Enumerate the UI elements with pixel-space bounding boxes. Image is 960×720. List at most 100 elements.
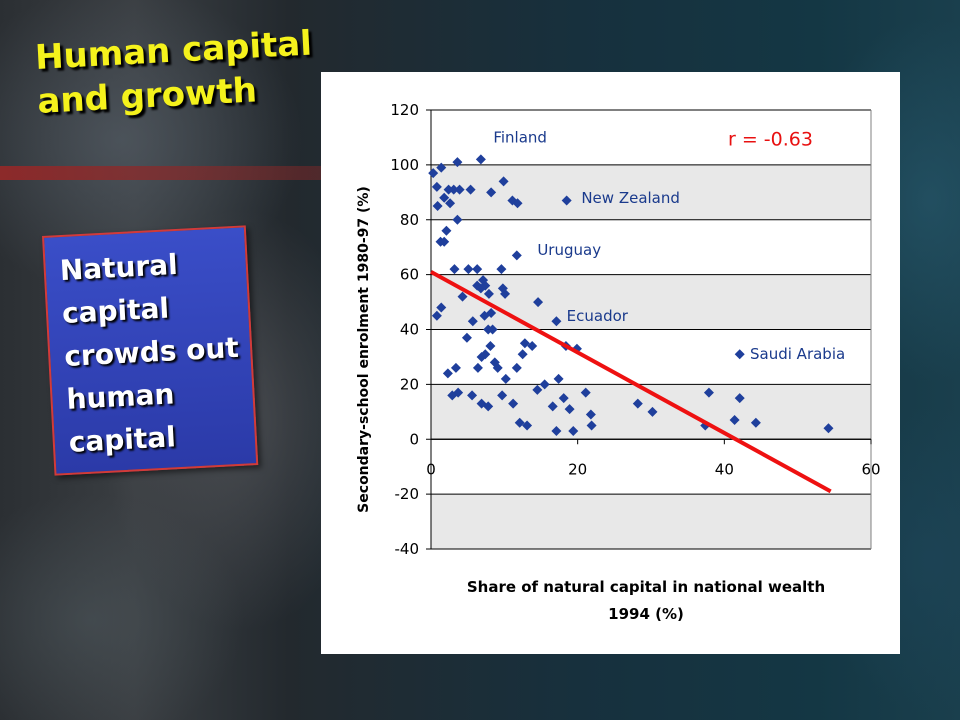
data-point — [467, 316, 478, 327]
data-point — [551, 426, 562, 437]
data-point — [647, 406, 658, 417]
data-point — [703, 387, 714, 398]
x-tick-label: 60 — [861, 460, 880, 478]
y-tick-label: -40 — [395, 540, 420, 558]
data-point — [483, 288, 494, 299]
data-point — [517, 349, 528, 360]
data-point — [436, 302, 447, 313]
data-point — [472, 280, 483, 291]
data-point — [580, 387, 591, 398]
data-point — [585, 409, 596, 420]
y-tick-label: 60 — [400, 266, 419, 284]
data-point — [480, 349, 491, 360]
slide-title: Human capital and growth — [34, 23, 313, 122]
country-label: New Zealand — [581, 189, 680, 207]
data-point — [823, 423, 834, 434]
data-point — [498, 176, 509, 187]
plot-band — [431, 329, 871, 385]
data-point — [508, 398, 519, 409]
data-point — [512, 198, 523, 209]
data-point — [532, 384, 543, 395]
y-tick-label: 120 — [390, 101, 419, 119]
chart-panel: -40 -20 0 20 40 60 80 100 120 0 20 40 60 Finland New… — [321, 72, 900, 654]
plot-band — [431, 274, 871, 330]
data-point — [472, 264, 483, 275]
country-label: Uruguay — [537, 241, 601, 259]
y-tick-label: 100 — [390, 156, 419, 174]
data-point — [442, 368, 453, 379]
data-point — [431, 310, 442, 321]
data-point — [527, 340, 538, 351]
data-point — [436, 162, 447, 173]
data-point — [497, 390, 508, 401]
data-point — [632, 398, 643, 409]
data-point — [457, 291, 468, 302]
data-point — [450, 362, 461, 373]
data-point — [472, 362, 483, 373]
data-point — [500, 288, 511, 299]
data-point — [463, 264, 474, 275]
data-point — [441, 225, 452, 236]
data-point — [452, 214, 463, 225]
data-point — [553, 373, 564, 384]
y-tick-label: -20 — [395, 485, 420, 503]
data-point — [564, 404, 575, 415]
data-point — [479, 310, 490, 321]
data-point — [452, 157, 463, 168]
data-point — [539, 379, 550, 390]
data-point — [551, 316, 562, 327]
data-point — [443, 184, 454, 195]
data-point — [431, 181, 442, 192]
correlation-label: r = -0.63 — [728, 129, 813, 151]
country-label: Ecuador — [567, 307, 629, 325]
country-label: Finland — [493, 128, 547, 146]
y-tick-labels: -40 -20 0 20 40 60 80 100 120 — [390, 101, 419, 558]
data-point — [454, 184, 465, 195]
data-point — [496, 264, 507, 275]
data-point — [558, 393, 569, 404]
x-axis-label-line2: 1994 (%) — [608, 605, 684, 623]
data-point — [507, 195, 518, 206]
data-point — [445, 198, 456, 209]
data-point — [439, 236, 450, 247]
trend-line — [430, 270, 832, 494]
data-point — [586, 420, 597, 431]
data-point — [428, 168, 439, 179]
axes — [426, 109, 872, 550]
x-axis-label-line1: Share of natural capital in national wea… — [467, 578, 825, 596]
data-point — [533, 297, 544, 308]
data-points — [428, 154, 834, 437]
data-point — [547, 401, 558, 412]
data-point — [448, 184, 459, 195]
x-tick-label: 0 — [426, 460, 436, 478]
data-point — [511, 250, 522, 261]
data-point — [467, 390, 478, 401]
y-tick-label: 40 — [400, 321, 419, 339]
y-tick-label: 0 — [409, 430, 419, 448]
country-label: Saudi Arabia — [750, 345, 845, 363]
data-point — [487, 324, 498, 335]
plot-band — [431, 439, 871, 495]
x-tick-label: 20 — [568, 460, 587, 478]
data-point — [447, 390, 458, 401]
plot-band — [431, 164, 871, 220]
x-tick-label: 40 — [715, 460, 734, 478]
data-point — [729, 415, 740, 426]
data-point — [486, 187, 497, 198]
decorative-red-stripe — [0, 166, 330, 180]
data-point — [734, 393, 745, 404]
data-point — [514, 417, 525, 428]
plot-bands — [431, 110, 871, 549]
data-point — [480, 280, 491, 291]
data-point — [465, 184, 476, 195]
scatter-chart: -40 -20 0 20 40 60 80 100 120 0 20 40 60 Finland New… — [356, 101, 881, 623]
data-point — [500, 373, 511, 384]
plot-band — [431, 219, 871, 275]
data-point — [432, 201, 443, 212]
data-point — [497, 283, 508, 294]
data-point — [734, 349, 745, 360]
data-point — [485, 340, 496, 351]
data-point — [522, 420, 533, 431]
data-point — [449, 264, 460, 275]
callout-box: Natural capital crowds out human capital — [42, 225, 259, 476]
